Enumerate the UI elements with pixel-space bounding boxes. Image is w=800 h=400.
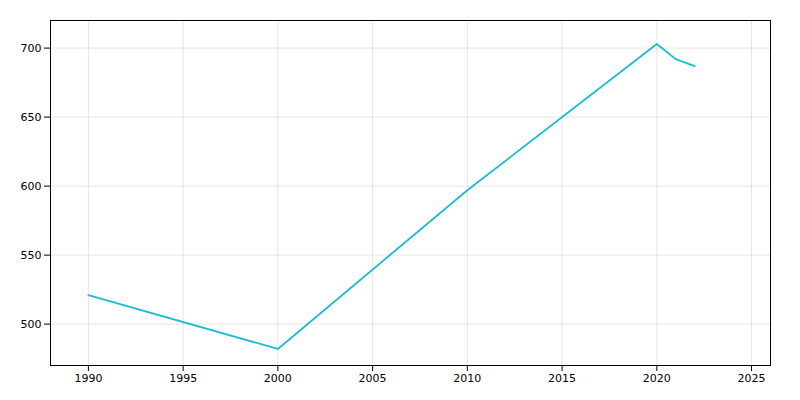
svg-text:2015: 2015 xyxy=(548,372,576,385)
svg-text:2020: 2020 xyxy=(643,372,671,385)
svg-text:2005: 2005 xyxy=(359,372,387,385)
svg-text:650: 650 xyxy=(21,111,42,124)
svg-text:1990: 1990 xyxy=(74,372,102,385)
svg-text:500: 500 xyxy=(21,318,42,331)
svg-text:700: 700 xyxy=(21,42,42,55)
svg-text:2025: 2025 xyxy=(738,372,766,385)
svg-text:550: 550 xyxy=(21,249,42,262)
svg-text:2010: 2010 xyxy=(453,372,481,385)
svg-text:1995: 1995 xyxy=(169,372,197,385)
svg-text:600: 600 xyxy=(21,180,42,193)
svg-text:2000: 2000 xyxy=(264,372,292,385)
